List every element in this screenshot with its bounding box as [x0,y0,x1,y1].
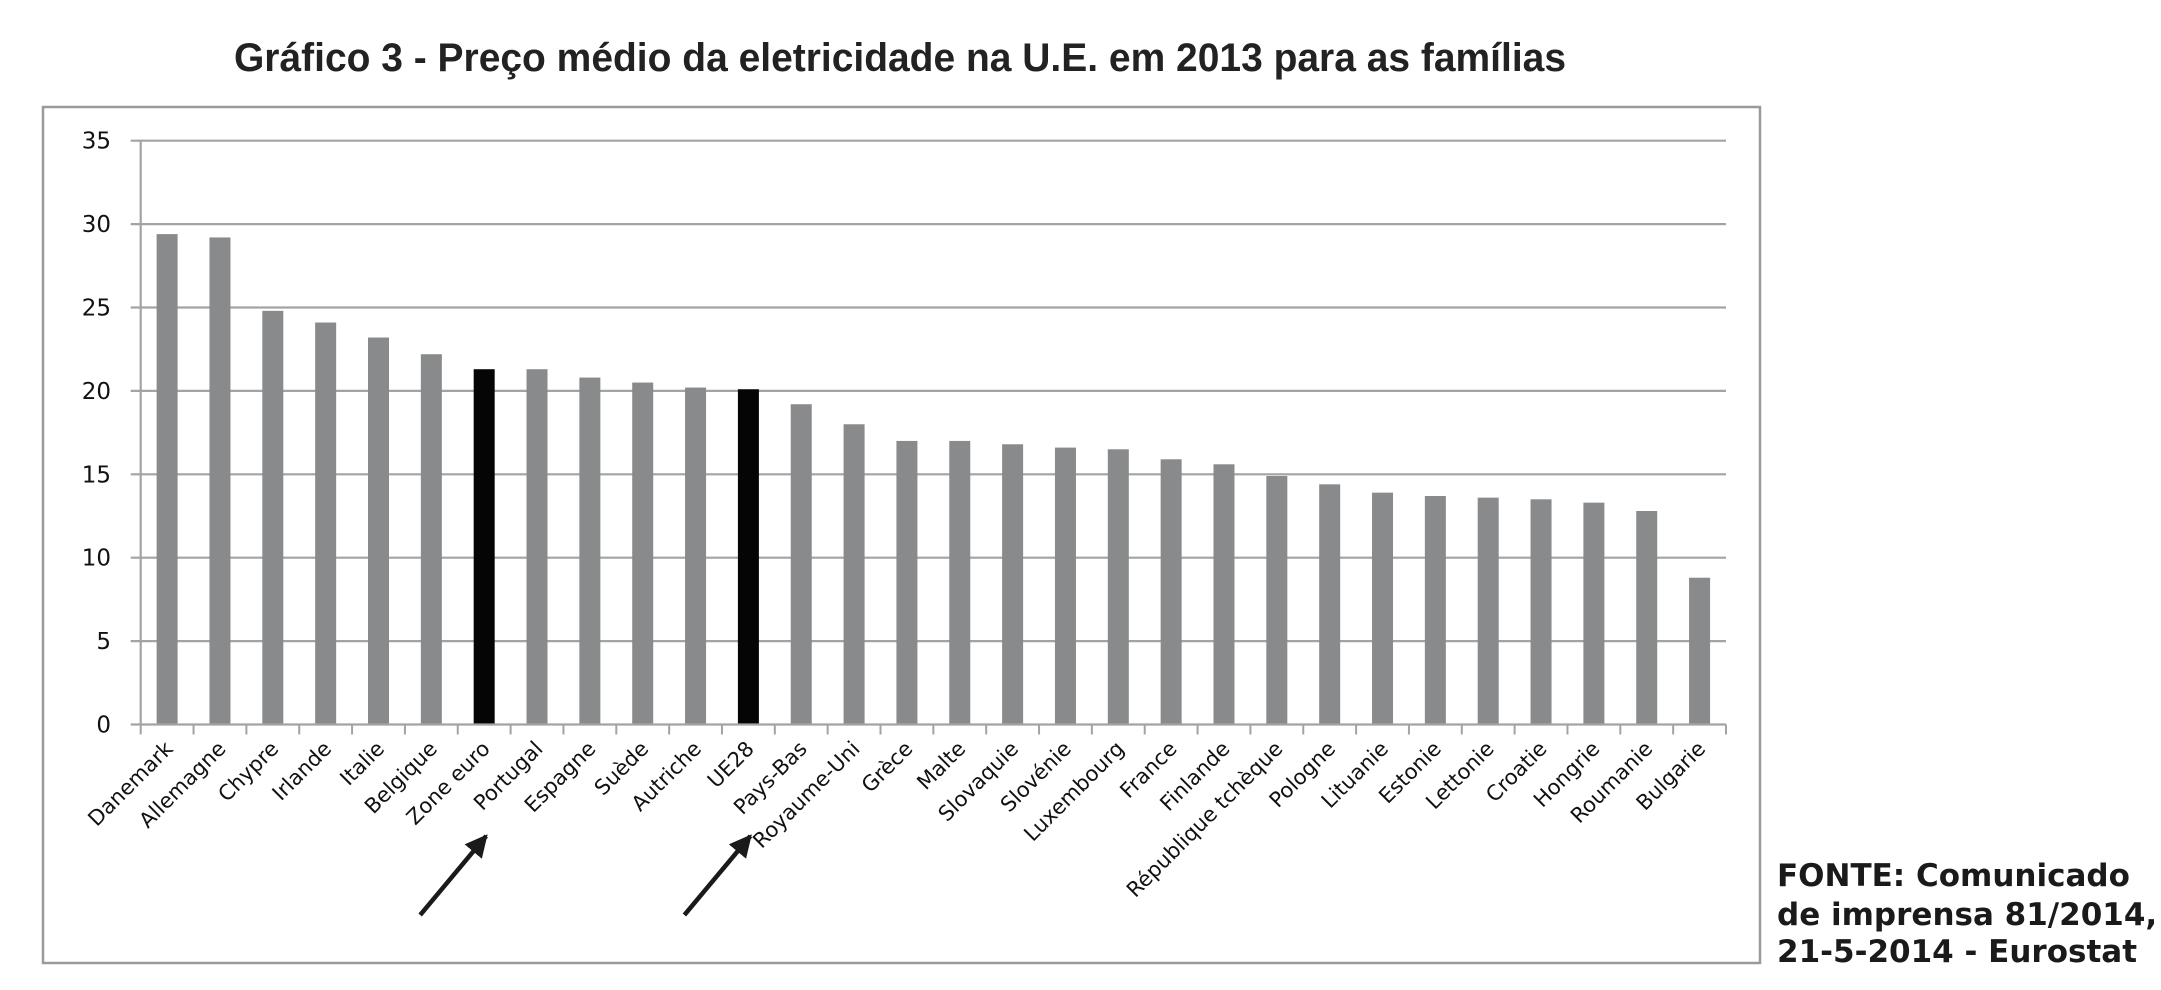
source-note: FONTE: Comunicado de imprensa 81/2014, 2… [1777,858,2157,970]
bar [896,440,918,725]
axes [130,140,1727,735]
y-tick-label: 0 [96,713,111,739]
y-tick-label: 15 [82,462,111,488]
bar [1689,577,1711,725]
bar [262,310,284,725]
bar [1054,447,1076,725]
x-tick-label: Irlande [268,737,337,806]
arrow-icon [682,834,753,917]
y-tick-label: 20 [82,379,111,405]
source-line-2: de imprensa 81/2014, [1777,897,2157,933]
bar [1372,492,1394,725]
bar [1213,464,1235,725]
y-tick-label: 35 [82,129,111,155]
bars [156,234,1711,725]
bar [209,237,231,725]
bar [1530,499,1552,725]
bar-highlighted [737,389,759,725]
bar [367,337,389,725]
y-tick-label: 5 [96,629,111,655]
bar [1002,444,1024,725]
source-line-1: FONTE: Comunicado [1777,858,2130,894]
bar [1477,497,1499,725]
y-tick-label: 30 [82,212,111,238]
bar [1424,495,1446,725]
bar [1636,510,1658,725]
bar [1319,484,1341,725]
bar [949,440,971,725]
bar [632,382,654,725]
y-tick-label: 25 [82,296,111,322]
bar [790,404,812,725]
y-axis-tick-labels: 0 5 10 15 20 25 30 35 [82,129,111,739]
bar [1583,502,1605,725]
gridlines [130,139,1726,643]
bar [1266,475,1288,725]
bar [843,424,865,725]
source-line-3: 21-5-2014 - Eurostat [1777,934,2137,970]
arrow-icon [418,834,488,917]
bar [156,234,178,725]
chart-title: Gráfico 3 - Preço médio da eletricidade … [234,36,1566,80]
y-tick-label: 10 [82,546,111,572]
bar [1160,459,1182,725]
chart-frame [41,105,1762,965]
bar [526,369,548,725]
bar-highlighted [473,369,495,725]
bar [685,387,707,725]
annotation-arrows [418,834,753,917]
bar [420,354,442,725]
bar [315,322,337,725]
bar [1107,449,1129,725]
bar [579,377,601,725]
x-tick-label: Grèce [857,737,918,798]
